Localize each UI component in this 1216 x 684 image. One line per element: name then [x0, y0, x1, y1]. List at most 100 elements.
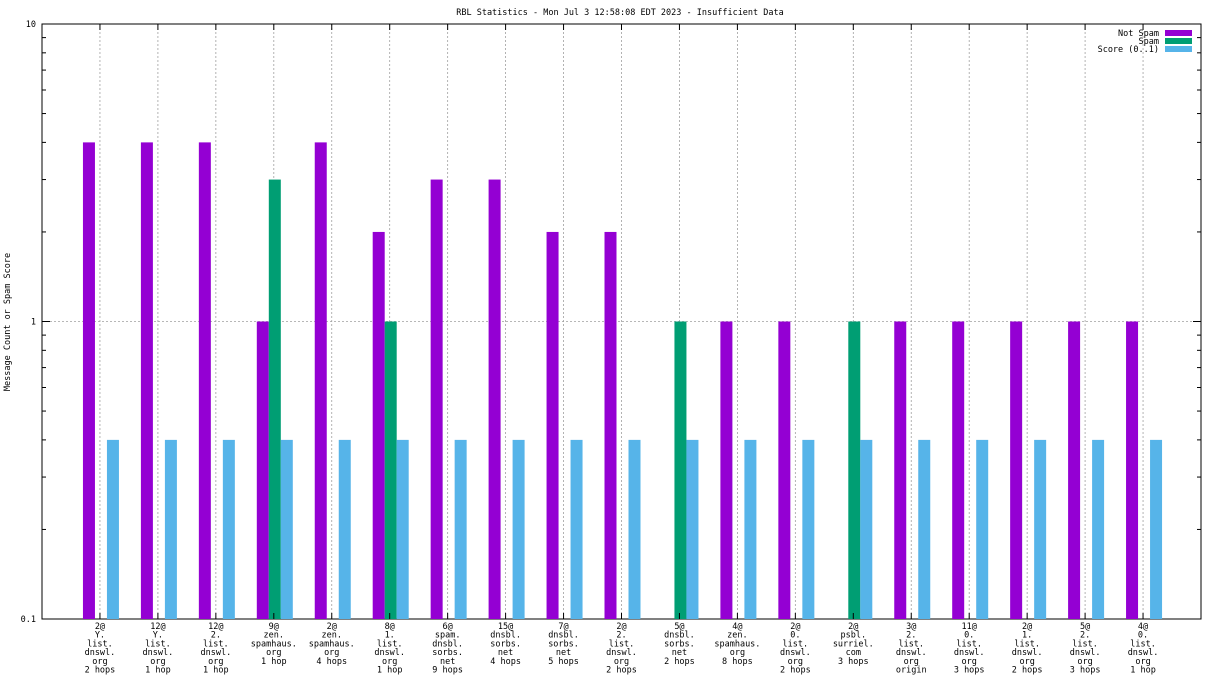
x-tick-label: 2@ Y. list. dnswl. org 2 hops: [85, 622, 116, 676]
bar-not-spam: [198, 142, 211, 619]
x-tick-label: 9@ zen. spamhaus. org 1 hop: [251, 622, 297, 667]
x-tick-label-line: 2.: [211, 631, 221, 641]
bar-not-spam: [82, 142, 95, 619]
x-tick-label-line: org: [92, 657, 107, 667]
x-tick-label: 15@ dnsbl. sorbs. net 4 hops: [490, 622, 521, 667]
x-tick-label-line: surriel.: [833, 639, 874, 649]
x-tick-label-line: dnswl.: [954, 648, 985, 658]
x-tick-label-line: 12@: [150, 622, 165, 632]
x-tick-label-line: zen.: [727, 631, 747, 641]
x-tick-label: 3@ 2. list. dnswl. org origin: [896, 622, 927, 676]
x-tick-label-line: 12@: [208, 622, 223, 632]
bar-score-0-1: [280, 439, 293, 619]
x-tick-label: 5@ 2. list. dnswl. org 3 hops: [1070, 622, 1101, 676]
x-tick-label-line: zen.: [264, 631, 284, 641]
x-tick-label-line: org: [788, 657, 803, 667]
x-tick-label: 2@ 0. list. dnswl. org 2 hops: [780, 622, 811, 676]
x-tick-label: 6@ spam. dnsbl. sorbs. net 9 hops: [432, 622, 463, 676]
bar-not-spam: [778, 321, 791, 619]
bar-score-0-1: [454, 439, 467, 619]
x-tick-label-line: 5@: [1080, 622, 1090, 632]
y-tick-label: 1: [31, 318, 36, 328]
x-tick-label-line: 1 hop: [377, 666, 403, 676]
x-tick-label-line: 2 hops: [85, 666, 116, 676]
x-tick-label-line: dnswl.: [896, 648, 927, 658]
bar-not-spam: [720, 321, 733, 619]
x-tick-label-line: dnsbl.: [490, 631, 521, 641]
x-tick-label-line: 4 hops: [316, 657, 347, 667]
x-tick-label-line: org: [208, 657, 223, 667]
bar-spam: [674, 321, 687, 619]
x-tick-label-line: 0.: [1138, 631, 1148, 641]
x-tick-label: 4@ zen. spamhaus. org 8 hops: [714, 622, 760, 667]
x-tick-label-line: dnswl.: [1128, 648, 1159, 658]
x-tick-label-line: 2@: [327, 622, 337, 632]
bar-score-0-1: [860, 439, 873, 619]
x-tick-label-line: list.: [1130, 639, 1156, 649]
bar-spam: [848, 321, 861, 619]
x-tick-label-line: list.: [1014, 639, 1040, 649]
x-tick-label-line: net: [498, 648, 513, 658]
x-tick-label-line: Y.: [153, 631, 163, 641]
x-tick-label-line: list.: [377, 639, 403, 649]
x-tick-label-line: dnsbl.: [432, 639, 463, 649]
x-tick-label-line: psbl.: [841, 631, 867, 641]
x-tick-label-line: org: [324, 648, 339, 658]
x-tick-label-line: 1.: [1022, 631, 1032, 641]
x-tick-label: 12@ Y. list. dnswl. org 1 hop: [143, 622, 174, 676]
x-tick-label-line: dnsbl.: [548, 631, 579, 641]
bar-spam: [268, 179, 281, 619]
x-tick-label-line: org: [730, 648, 745, 658]
bar-not-spam: [894, 321, 907, 619]
x-tick-label-line: 6@: [443, 622, 453, 632]
x-tick-label-line: 11@: [962, 622, 977, 632]
x-tick-label-line: 15@: [498, 622, 513, 632]
x-tick-label-line: 3 hops: [1070, 666, 1101, 676]
bars: [82, 142, 1163, 619]
bar-not-spam: [546, 231, 559, 619]
bar-score-0-1: [106, 439, 119, 619]
x-tick-label-line: list.: [898, 639, 924, 649]
x-tick-label: 2@ 2. list. dnswl. org 2 hops: [606, 622, 637, 676]
x-tick-label-line: 4@: [1138, 622, 1148, 632]
bar-score-0-1: [396, 439, 409, 619]
x-tick-label: 11@ 0. list. dnswl. org 3 hops: [954, 622, 985, 676]
x-tick-label-line: org: [1135, 657, 1150, 667]
bar-score-0-1: [628, 439, 641, 619]
x-tick-label-line: sorbs.: [548, 639, 579, 649]
legend-swatch: [1165, 30, 1192, 36]
grid-lines: [42, 24, 1201, 619]
x-tick-label-line: 1.: [385, 631, 395, 641]
bar-score-0-1: [222, 439, 235, 619]
x-tick-label-line: dnsbl.: [664, 631, 695, 641]
bar-not-spam: [488, 179, 501, 619]
x-tick-label-line: origin: [896, 666, 927, 676]
x-tick-label-line: 8 hops: [722, 657, 753, 667]
y-axis-label: Message Count or Spam Score: [3, 253, 13, 391]
x-tick-label: 5@ dnsbl. sorbs. net 2 hops: [664, 622, 695, 667]
x-tick-label-line: 9@: [269, 622, 279, 632]
x-tick-label-line: sorbs.: [664, 639, 695, 649]
x-tick-label-line: 0.: [790, 631, 800, 641]
x-tick-label-line: org: [266, 648, 281, 658]
x-tick-label-line: 2@: [790, 622, 800, 632]
x-tick-label-line: 1 hop: [261, 657, 287, 667]
bar-not-spam: [140, 142, 153, 619]
x-tick-label-line: 1 hop: [145, 666, 171, 676]
bar-score-0-1: [338, 439, 351, 619]
x-tick-label-line: 3 hops: [838, 657, 869, 667]
x-tick-label-line: 2 hops: [1012, 666, 1043, 676]
x-tick-label-line: 1 hop: [1130, 666, 1156, 676]
bar-not-spam: [604, 231, 617, 619]
x-tick-label-line: 2.: [616, 631, 626, 641]
x-tick-label: 2@ 1. list. dnswl. org 2 hops: [1012, 622, 1043, 676]
bar-score-0-1: [164, 439, 177, 619]
x-tick-label-line: 2.: [906, 631, 916, 641]
legend-swatch: [1165, 38, 1192, 44]
x-tick-label-line: dnswl.: [143, 648, 174, 658]
bar-not-spam: [256, 321, 269, 619]
bar-score-0-1: [744, 439, 757, 619]
x-tick-label-line: list.: [145, 639, 171, 649]
